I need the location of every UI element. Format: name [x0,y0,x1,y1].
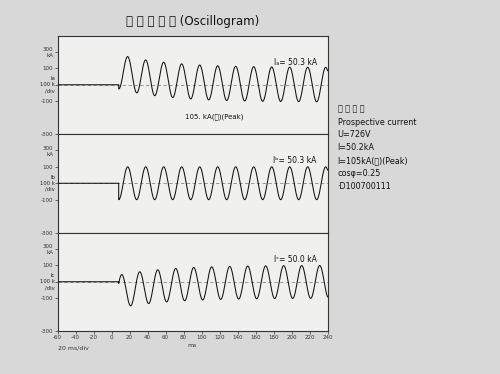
Text: Iᵇ= 50.3 kA: Iᵇ= 50.3 kA [274,156,316,165]
Text: 试 验 示 波 图 (Oscillogram): 试 验 示 波 图 (Oscillogram) [126,15,259,28]
X-axis label: ms: ms [188,343,197,348]
Text: Iᶜ= 50.0 kA: Iᶜ= 50.0 kA [274,255,316,264]
Text: Ic
100 k
/div: Ic 100 k /div [40,273,55,290]
Text: Iₐ= 50.3 kA: Iₐ= 50.3 kA [274,58,316,67]
Text: Ib
100 k
/div: Ib 100 k /div [40,175,55,191]
Text: 20 ms/div: 20 ms/div [58,346,88,351]
Text: Ia
100 k
/div: Ia 100 k /div [40,76,55,93]
Text: 预 期 电 流
Prospective current
U=726V
I=50.2kA
I=105kA(峦)(Peak)
cosφ=0.25
·D1007001: 预 期 电 流 Prospective current U=726V I=50.… [338,105,416,191]
Text: 105. kA(峦)(Peak): 105. kA(峦)(Peak) [185,113,244,120]
